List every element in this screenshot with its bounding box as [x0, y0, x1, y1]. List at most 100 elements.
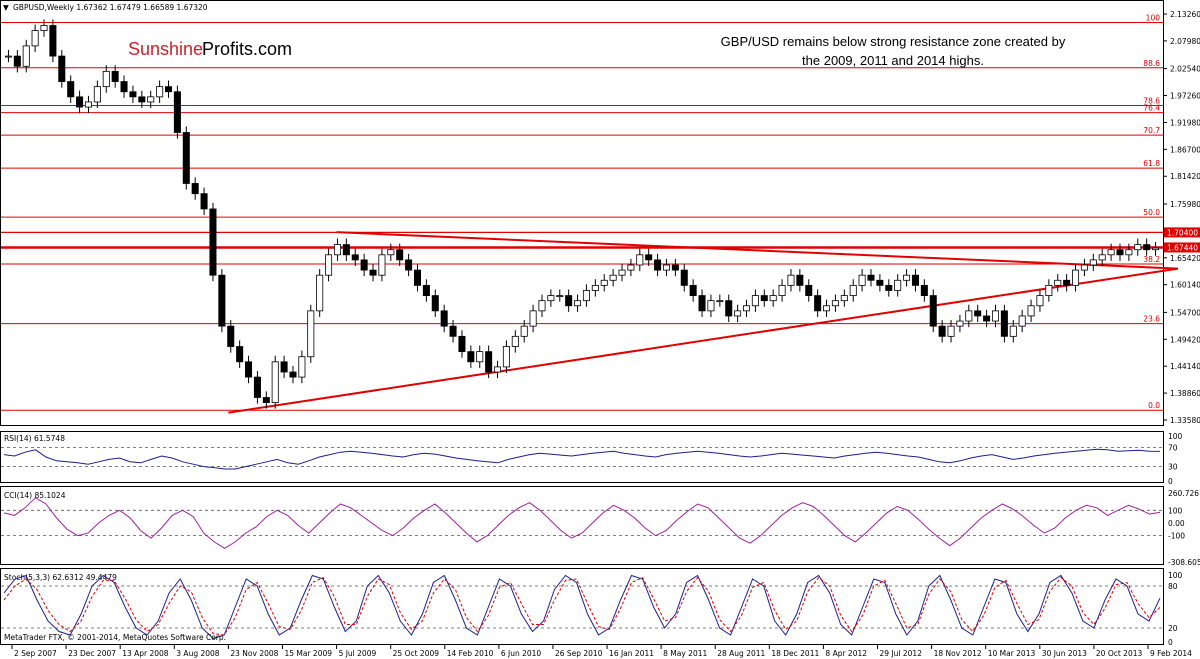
indicator-series-line [3, 497, 1161, 549]
candle-down [1116, 249, 1124, 256]
price-tick-label: 1.81420 [1170, 172, 1200, 181]
time-tick-label: 6 Jun 2010 [501, 649, 542, 658]
candle-down [680, 269, 688, 286]
candle-up [662, 264, 670, 271]
candle-up [84, 101, 92, 108]
rsi-panel-frame [0, 431, 1164, 483]
candle-up [600, 279, 608, 286]
candle-down [173, 91, 181, 133]
candle-down [911, 274, 919, 286]
candle-up [31, 30, 39, 47]
time-tick-label: 23 Nov 2008 [230, 649, 278, 658]
time-tick-label: 2 Sep 2007 [14, 649, 57, 658]
candle-up [307, 310, 315, 358]
candle-up [1098, 254, 1106, 261]
time-tick-label: 20 Oct 2013 [1096, 649, 1143, 658]
candle-down [805, 284, 813, 296]
indicator-tick-label: 30 [1168, 463, 1178, 472]
candle-down [67, 81, 75, 98]
candle-up [1054, 279, 1062, 286]
fib-level-label: 0.0 [1148, 401, 1160, 410]
candle-up [147, 96, 155, 103]
candle-up [93, 86, 101, 103]
candle-up [556, 295, 564, 297]
candle-up [1036, 295, 1044, 307]
candle-down [164, 86, 173, 93]
annotation-line-2: the 2009, 2011 and 2014 highs. [802, 53, 984, 68]
time-tick-label: 25 Oct 2009 [393, 649, 440, 658]
candle-down [485, 351, 493, 373]
price-tick-label: 1.75980 [1170, 200, 1200, 209]
candle-down [138, 96, 146, 103]
candle-up [716, 300, 724, 303]
indicator-series-line [3, 574, 1161, 640]
time-tick-label: 18 Dec 2011 [771, 649, 819, 658]
dropdown-arrow-icon[interactable]: ▼ [3, 3, 9, 12]
candle-down [565, 295, 573, 307]
time-tick-label: 28 Aug 2011 [717, 649, 765, 658]
candle-down [876, 279, 884, 286]
candle-down [120, 81, 128, 93]
candle-down [191, 183, 199, 195]
symbol-header: GBPUSD,Weekly 1.67362 1.67479 1.66589 1.… [13, 3, 208, 12]
candle-down [413, 269, 422, 286]
candle-down [1000, 310, 1008, 337]
price-candles [4, 19, 1160, 409]
time-tick-label: 15 Mar 2009 [284, 649, 332, 658]
candle-up [156, 86, 164, 98]
cci-panel-frame [0, 486, 1164, 565]
candle-down [76, 96, 84, 108]
candle-down [253, 376, 261, 398]
indicator-tick-label: -100 [1168, 532, 1185, 541]
price-axis: 2.13260 2.07980 2.02540 1.97260 1.91980 1.867… [1163, 10, 1200, 425]
candle-up [325, 254, 333, 276]
candle-up [40, 25, 48, 32]
time-tick-label: 26 Sep 2010 [555, 649, 603, 658]
candle-up [618, 269, 626, 276]
candle-up [271, 361, 279, 403]
fib-level-label: 23.6 [1143, 315, 1160, 324]
indicator-tick-label: 20 [1168, 624, 1178, 633]
price-tick-label: 1.44140 [1170, 362, 1200, 371]
fib-level-label: 61.8 [1143, 159, 1160, 168]
candle-up [751, 295, 759, 307]
fibonacci-levels: 100 88.6 78.676.4 70.7 61.8 50.0 38.2 23.6 0.0 [1, 13, 1163, 411]
indicator-series-line [3, 448, 1161, 470]
candle-up [1018, 315, 1026, 327]
indicator-title: RSI(14) 61.5748 [4, 434, 65, 443]
candle-down [440, 310, 448, 327]
candle-down [938, 325, 946, 337]
indicator-tick-label: 0 [1168, 638, 1173, 647]
candle-up [1152, 247, 1160, 251]
candle-up [823, 305, 831, 312]
candle-up [520, 325, 528, 337]
candle-up [609, 274, 617, 281]
time-tick-label: 29 Jul 2012 [880, 649, 923, 658]
time-tick-label: 30 Jun 2013 [1042, 649, 1087, 658]
candle-up [769, 295, 777, 302]
candle-down [182, 132, 190, 184]
indicator-tick-label: 80 [1168, 582, 1178, 591]
candle-up [378, 254, 386, 276]
price-tick-label: 1.91980 [1170, 118, 1200, 127]
price-label-text: 1.70400 [1167, 228, 1198, 237]
candle-down [369, 269, 377, 276]
candle-up [831, 300, 839, 307]
time-tick-label: 3 Aug 2008 [176, 649, 219, 658]
candle-up [1072, 269, 1080, 286]
candle-down [111, 70, 119, 82]
time-tick-label: 9 Feb 2014 [1150, 649, 1192, 658]
candle-down [431, 295, 439, 312]
candle-down [209, 208, 217, 276]
candle-down [13, 55, 21, 67]
candle-up [1045, 284, 1053, 296]
fib-level-label: 78.6 [1143, 97, 1160, 106]
candle-down [236, 346, 244, 363]
indicator-tick-label: 70 [1168, 443, 1178, 452]
candle-down [698, 295, 706, 312]
main-panel-frame [0, 0, 1164, 426]
candle-up [778, 284, 786, 296]
candle-up [102, 70, 110, 88]
indicator-tick-label: 100 [1168, 506, 1183, 515]
